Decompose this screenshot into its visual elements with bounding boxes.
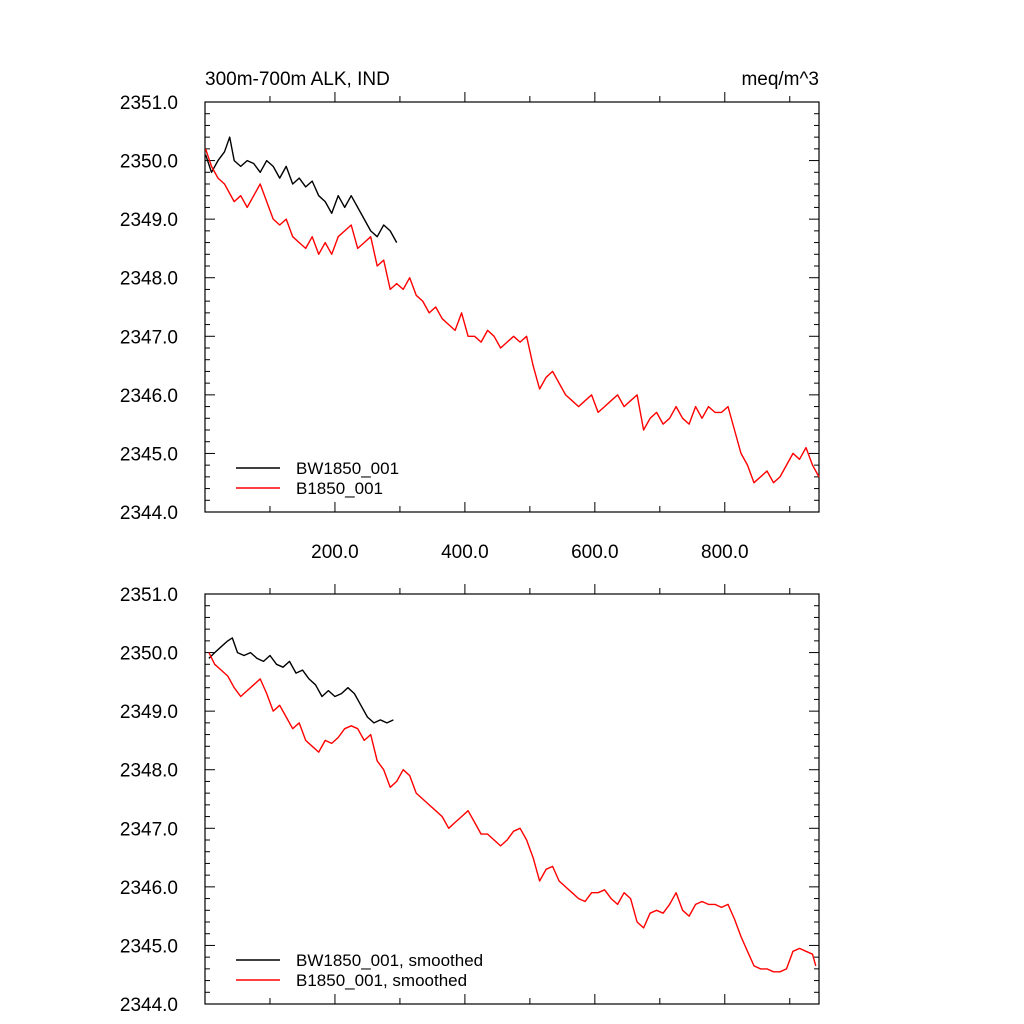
bottom-panel: 2344.0 2345.0 2346.0 2347.0 2348.0 2349.0 2350…	[120, 584, 820, 1016]
y-tick-label: 2345.0	[120, 444, 178, 465]
y-tick-label: 2350.0	[120, 152, 178, 173]
y-tick-label: 2344.0	[120, 995, 178, 1016]
series-line-b1850-001	[204, 148, 820, 484]
series-line-b1850-001-smoothed	[208, 652, 817, 973]
y-tick-label: 2345.0	[120, 936, 178, 957]
y-tick-label: 2344.0	[120, 503, 178, 524]
units-label: meq/m^3	[741, 69, 819, 90]
legend-label: B1850_001	[296, 479, 383, 498]
y-tick-label: 2349.0	[120, 210, 178, 231]
x-tick-label: 600.0	[571, 542, 619, 563]
y-tick-label: 2347.0	[120, 819, 178, 840]
y-tick-label: 2351.0	[120, 585, 178, 606]
y-tick-label: 2349.0	[120, 702, 178, 723]
series-line-bw1850-001	[204, 136, 398, 243]
y-tick-label: 2350.0	[120, 644, 178, 665]
legend-label: B1850_001, smoothed	[296, 971, 467, 990]
y-tick-label: 2346.0	[120, 386, 178, 407]
plot-frame	[204, 101, 820, 513]
y-tick-label: 2348.0	[120, 761, 178, 782]
top-panel: 2344.0 2345.0 2346.0 2347.0 2348.0 2349.0 2350…	[120, 69, 820, 563]
y-tick-label: 2346.0	[120, 878, 178, 899]
legend-label: BW1850_001	[296, 459, 399, 478]
x-tick-label: 200.0	[311, 542, 359, 563]
legend-label: BW1850_001, smoothed	[296, 951, 483, 970]
y-tick-label: 2348.0	[120, 269, 178, 290]
x-tick-label: 400.0	[441, 542, 489, 563]
plot-frame	[204, 593, 820, 1005]
y-tick-label: 2347.0	[120, 327, 178, 348]
series-line-bw1850-001-smoothed	[208, 637, 394, 724]
chart-title: 300m-700m ALK, IND	[205, 69, 390, 90]
y-tick-label: 2351.0	[120, 93, 178, 114]
x-tick-label: 800.0	[701, 542, 749, 563]
